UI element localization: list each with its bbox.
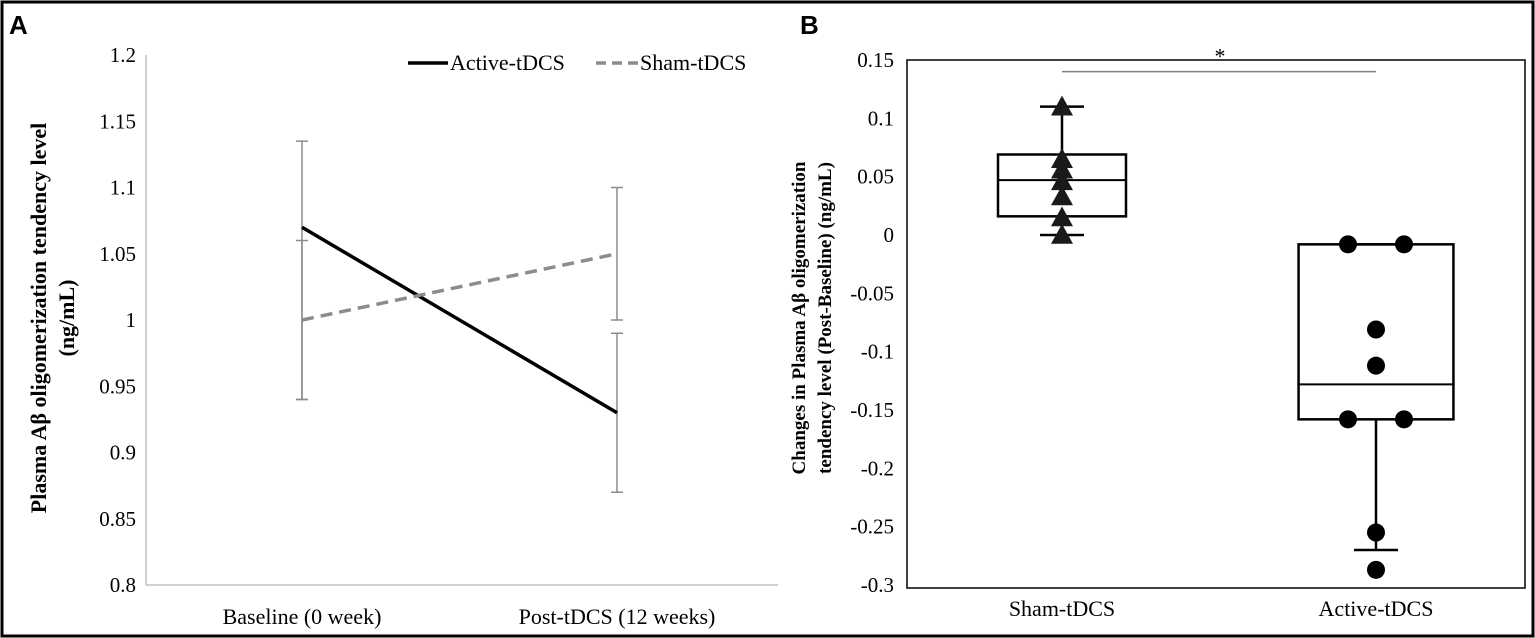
panel-a-y-tick-label: 1.05 xyxy=(99,242,136,266)
data-point-sham-tdcs xyxy=(1051,224,1073,244)
data-point-active-tdcs xyxy=(1395,410,1413,429)
data-point-active-tdcs xyxy=(1339,410,1357,429)
panel-b-significance: * xyxy=(1062,44,1376,73)
panel-a-legend: Active-tDCS Sham-tDCS xyxy=(408,50,746,75)
panel-a-series xyxy=(296,140,623,493)
series-line-active-tdcs xyxy=(301,225,618,415)
panel-b-boxes xyxy=(996,95,1455,579)
significance-asterisk: * xyxy=(1215,44,1226,69)
panel-b-box-plot: -0.3-0.25-0.2-0.15-0.1-0.0500.050.10.15 … xyxy=(789,44,1526,621)
panel-b-y-tick-label: 0.05 xyxy=(857,165,894,189)
data-point-active-tdcs xyxy=(1367,560,1385,579)
panel-a-y-tick-label: 0.85 xyxy=(99,507,136,531)
panel-b-y-tick-label: -0.15 xyxy=(850,398,894,422)
panel-a-y-tick-labels: 0.8 0.85 0.9 0.95 1 1.05 1.1 1.15 1.2 xyxy=(99,43,136,597)
data-point-sham-tdcs xyxy=(1051,185,1073,206)
panel-b-y-axis-title-line2: tendency level (Post-Baseline) (ng/mL) xyxy=(815,162,836,474)
interquartile-box xyxy=(1297,243,1455,421)
panel-a-y-axis-title-line2: (ng/mL) xyxy=(54,280,79,357)
data-point-active-tdcs xyxy=(1395,235,1413,254)
panel-label-a: A xyxy=(9,10,28,40)
panel-b-y-tick-label: 0.1 xyxy=(868,106,894,130)
data-point-active-tdcs xyxy=(1339,235,1357,254)
panel-a-x-category-label: Post-tDCS (12 weeks) xyxy=(519,604,716,629)
data-point-sham-tdcs xyxy=(1051,158,1073,179)
panel-b-y-tick-label: -0.2 xyxy=(861,456,894,480)
panel-b-x-category-label: Sham-tDCS xyxy=(1009,596,1115,621)
data-point-sham-tdcs xyxy=(1051,206,1073,227)
data-point-sham-tdcs xyxy=(1051,95,1073,116)
panel-b-y-axis-title-line1: Changes in Plasma Aβ oligomerization xyxy=(789,161,810,474)
panel-a-y-tick-label: 1.2 xyxy=(110,43,136,67)
panel-a-y-axis-title: Plasma Aβ oligomerization tendency level… xyxy=(26,123,79,513)
box-active-tdcs xyxy=(1297,235,1455,579)
error-bar-sham-tdcs xyxy=(611,186,623,321)
panel-a-y-tick-label: 0.9 xyxy=(110,441,136,465)
data-point-active-tdcs xyxy=(1367,356,1385,375)
box-sham-tdcs xyxy=(996,95,1128,244)
data-point-active-tdcs xyxy=(1367,523,1385,542)
panel-b-y-tick-label: -0.1 xyxy=(861,340,894,364)
legend-label-active-tdcs: Active-tDCS xyxy=(450,50,565,75)
panel-a-line-chart: 0.8 0.85 0.9 0.95 1 1.05 1.1 1.15 1.2 Baseline (… xyxy=(26,43,778,629)
data-point-active-tdcs xyxy=(1367,320,1385,339)
panel-label-b: B xyxy=(800,10,819,40)
panel-b-y-tick-label: -0.25 xyxy=(850,515,894,539)
panel-b-plot-frame xyxy=(906,59,1526,589)
panel-b-x-category-label: Active-tDCS xyxy=(1319,596,1434,621)
panel-a-y-axis-title-line1: Plasma Aβ oligomerization tendency level xyxy=(26,123,51,513)
series-line-sham-tdcs xyxy=(301,252,618,322)
panel-b-y-tick-label: -0.3 xyxy=(861,573,894,597)
panel-a-x-category-label: Baseline (0 week) xyxy=(223,604,382,629)
data-point-sham-tdcs xyxy=(1051,148,1073,168)
data-point-sham-tdcs xyxy=(1051,170,1073,191)
panel-b-y-tick-label: 0.15 xyxy=(857,48,894,72)
panel-a-y-tick-label: 0.8 xyxy=(110,573,136,597)
panel-a-y-tick-label: 0.95 xyxy=(99,374,136,398)
legend-label-sham-tdcs: Sham-tDCS xyxy=(640,50,746,75)
panel-b-y-tick-label: -0.05 xyxy=(850,281,894,305)
panel-b-y-tick-labels: -0.3 -0.25 -0.2 -0.15 -0.1 -0.05 0 0.05 0.1 0.15 xyxy=(850,48,894,597)
panel-a-y-tick-label: 1.1 xyxy=(110,176,136,200)
panel-b-y-axis-title: Changes in Plasma Aβ oligomerization ten… xyxy=(789,161,836,474)
panel-a-y-tick-label: 1.15 xyxy=(99,109,136,133)
panel-a-y-tick-label: 1 xyxy=(126,308,137,332)
panel-b-y-tick-label: 0 xyxy=(884,223,895,247)
